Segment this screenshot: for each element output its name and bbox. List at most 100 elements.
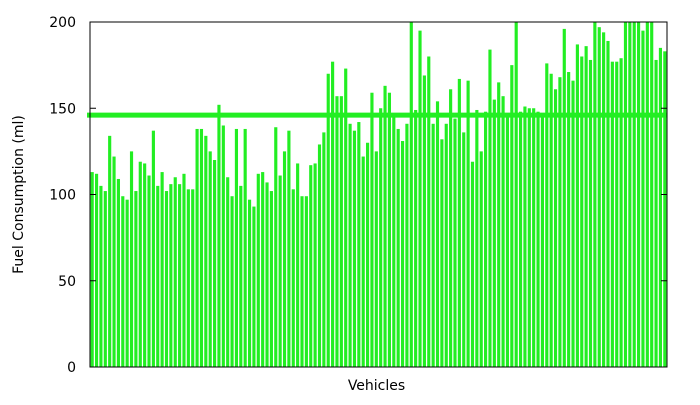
bar bbox=[147, 175, 151, 367]
bar bbox=[234, 128, 239, 367]
bar bbox=[217, 104, 221, 368]
bar bbox=[619, 58, 623, 367]
bar bbox=[309, 165, 313, 367]
y-tick-label: 50 bbox=[58, 274, 76, 290]
bar bbox=[637, 22, 641, 367]
bar bbox=[387, 92, 391, 367]
bar bbox=[348, 123, 352, 367]
bar bbox=[94, 173, 99, 367]
bar bbox=[457, 78, 461, 368]
bar bbox=[116, 178, 120, 367]
bar bbox=[532, 108, 536, 367]
bar bbox=[269, 191, 273, 367]
bar bbox=[650, 22, 654, 367]
bar bbox=[606, 40, 610, 367]
bar bbox=[195, 128, 199, 367]
bar bbox=[654, 59, 658, 367]
bar bbox=[567, 72, 571, 367]
bar bbox=[138, 161, 142, 367]
bar bbox=[226, 177, 230, 367]
bar bbox=[156, 185, 160, 368]
bar bbox=[230, 196, 234, 367]
bar bbox=[593, 22, 597, 367]
bar bbox=[335, 96, 339, 368]
bar bbox=[440, 139, 444, 367]
bar bbox=[134, 191, 138, 367]
bar bbox=[584, 46, 588, 368]
bar bbox=[610, 61, 614, 368]
bar bbox=[562, 28, 566, 368]
y-tick-label: 0 bbox=[67, 360, 76, 376]
y-tick-label: 100 bbox=[49, 188, 76, 204]
bar bbox=[108, 135, 112, 367]
bar bbox=[444, 123, 448, 367]
bar bbox=[317, 144, 322, 367]
bar bbox=[505, 113, 510, 368]
bar bbox=[274, 127, 278, 367]
bar bbox=[213, 160, 217, 367]
bar bbox=[488, 49, 492, 367]
bar bbox=[164, 191, 169, 367]
bar bbox=[204, 135, 208, 367]
bar bbox=[540, 113, 544, 368]
bar bbox=[431, 123, 435, 367]
bar bbox=[374, 151, 378, 368]
bar bbox=[405, 123, 409, 367]
bar bbox=[449, 89, 453, 368]
bar bbox=[623, 22, 628, 367]
bar bbox=[645, 22, 649, 367]
bar bbox=[383, 85, 387, 367]
bar bbox=[427, 56, 431, 367]
bar bbox=[580, 56, 584, 367]
bar bbox=[265, 182, 269, 367]
bar bbox=[344, 68, 348, 367]
bar bbox=[208, 151, 212, 368]
bar bbox=[252, 206, 256, 367]
bar bbox=[414, 109, 418, 367]
bar bbox=[112, 156, 116, 367]
bar bbox=[453, 118, 457, 367]
y-axis-ticks: 0 50 100 150 200 bbox=[49, 15, 667, 376]
bar bbox=[545, 63, 549, 368]
y-axis-label: Fuel Consumption (ml) bbox=[11, 115, 27, 274]
bar bbox=[558, 77, 562, 367]
bar bbox=[588, 59, 593, 367]
bar bbox=[527, 108, 531, 367]
bar bbox=[435, 101, 440, 367]
bar bbox=[518, 111, 523, 367]
bar bbox=[361, 156, 365, 367]
bar bbox=[90, 172, 94, 367]
bar bbox=[178, 184, 182, 367]
bar bbox=[392, 116, 396, 368]
y-tick-label: 150 bbox=[49, 101, 76, 117]
bar bbox=[400, 141, 405, 367]
bar bbox=[191, 189, 195, 367]
bar bbox=[370, 92, 374, 367]
bar bbox=[239, 185, 243, 368]
bar bbox=[632, 22, 636, 367]
bar bbox=[99, 185, 103, 368]
bar bbox=[256, 173, 260, 367]
bar bbox=[470, 161, 475, 367]
bar bbox=[247, 199, 252, 367]
bar bbox=[278, 175, 282, 367]
bar bbox=[479, 151, 483, 368]
bar bbox=[628, 22, 632, 367]
bar bbox=[169, 184, 173, 367]
bar bbox=[466, 80, 470, 368]
x-axis-label: Vehicles bbox=[348, 378, 405, 394]
bar bbox=[549, 73, 553, 367]
bar bbox=[261, 172, 265, 367]
bar bbox=[125, 199, 129, 367]
bar bbox=[243, 128, 247, 367]
bar bbox=[282, 151, 287, 368]
bar bbox=[615, 61, 619, 368]
bar bbox=[186, 189, 190, 367]
y-tick-label: 200 bbox=[49, 15, 76, 31]
bar bbox=[379, 108, 383, 367]
bar bbox=[291, 189, 295, 367]
bar bbox=[602, 32, 606, 367]
bar bbox=[366, 142, 370, 367]
